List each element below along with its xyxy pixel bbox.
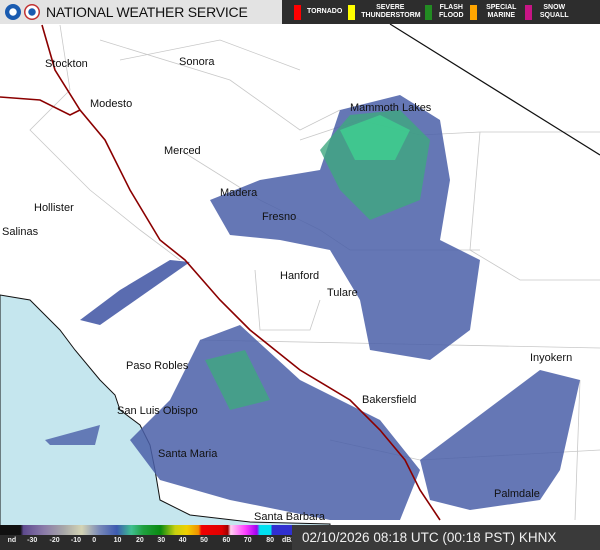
highway <box>41 24 441 521</box>
legend-tick-label: 40 <box>178 537 187 544</box>
warning-special-marine: SPECIAL MARINE <box>470 4 519 20</box>
color-scale <box>0 525 292 535</box>
city-label: Stockton <box>45 58 88 70</box>
legend-tick-label: 10 <box>113 537 122 544</box>
squall-swatch <box>525 4 533 20</box>
city-label: Mammoth Lakes <box>350 102 432 114</box>
highway <box>0 96 81 116</box>
legend-tick-label: 20 <box>135 537 144 544</box>
warning-label: SEVERE THUNDERSTORM <box>361 4 421 19</box>
city-label: Santa Maria <box>158 448 218 460</box>
warning-flash-flood: FLASH FLOOD <box>425 4 464 20</box>
state-border <box>389 23 600 156</box>
city-label: Sonora <box>179 56 215 68</box>
legend-tick-label: 0 <box>92 537 97 544</box>
legend-tick-label: 80 <box>266 537 274 544</box>
warning-legend: TORNADO SEVERE THUNDERSTORM FLASH FLOOD … <box>282 0 600 24</box>
reflectivity-legend: nd -30 -20 -10 0 10 20 30 40 50 60 70 80 dBZ <box>0 525 296 550</box>
city-label: Paso Robles <box>126 360 189 372</box>
city-label: San Luis Obispo <box>117 405 198 417</box>
city-label: Santa Barbara <box>254 511 325 523</box>
city-label: Modesto <box>90 98 133 110</box>
city-label: Hanford <box>280 270 320 282</box>
city-label: Fresno <box>262 211 297 223</box>
city-label: Madera <box>220 187 258 199</box>
legend-tick-label: 50 <box>200 537 208 544</box>
city-label: Bakersfield <box>362 394 417 406</box>
legend-tick-label: -30 <box>27 537 38 544</box>
legend-tick-label: 60 <box>222 537 231 544</box>
city-label: Inyokern <box>530 352 573 364</box>
warning-label: TORNADO <box>307 8 343 15</box>
nws-brand: NATIONAL WEATHER SERVICE <box>0 0 282 24</box>
tornado-swatch <box>294 4 301 20</box>
warning-snow-squall: SNOW SQUALL <box>525 4 570 20</box>
legend-tick-label: -10 <box>70 537 81 544</box>
warning-tornado: TORNADO <box>294 4 343 20</box>
noaa-logo-icon <box>5 4 21 20</box>
thunderstorm-swatch <box>348 4 356 20</box>
city-label: Hollister <box>34 202 74 214</box>
marine-swatch <box>470 4 478 20</box>
flood-swatch <box>425 4 433 20</box>
city-label: Salinas <box>2 226 39 238</box>
warning-label: SNOW SQUALL <box>539 4 569 19</box>
warning-severe-thunderstorm: SEVERE THUNDERSTORM <box>348 4 421 20</box>
timestamp: 02/10/2026 08:18 UTC (00:18 PST) KHNX <box>292 525 600 550</box>
legend-tick-label: dBZ <box>282 537 296 544</box>
legend-tick-label: nd <box>7 537 17 544</box>
header: NATIONAL WEATHER SERVICE TORNADO SEVERE … <box>0 0 600 24</box>
warning-label: FLASH FLOOD <box>439 4 464 19</box>
legend-tick-label: 70 <box>243 537 252 544</box>
nws-logo-icon <box>24 4 40 20</box>
page-title: NATIONAL WEATHER SERVICE <box>46 4 248 20</box>
radar-echoes <box>45 95 580 520</box>
legend-tick-label: 30 <box>157 537 166 544</box>
warning-label: SPECIAL MARINE <box>486 4 517 19</box>
city-label: Palmdale <box>494 488 540 500</box>
legend-tick-label: -20 <box>49 537 60 544</box>
city-label: Merced <box>164 145 201 157</box>
city-label: Tulare <box>327 287 358 299</box>
